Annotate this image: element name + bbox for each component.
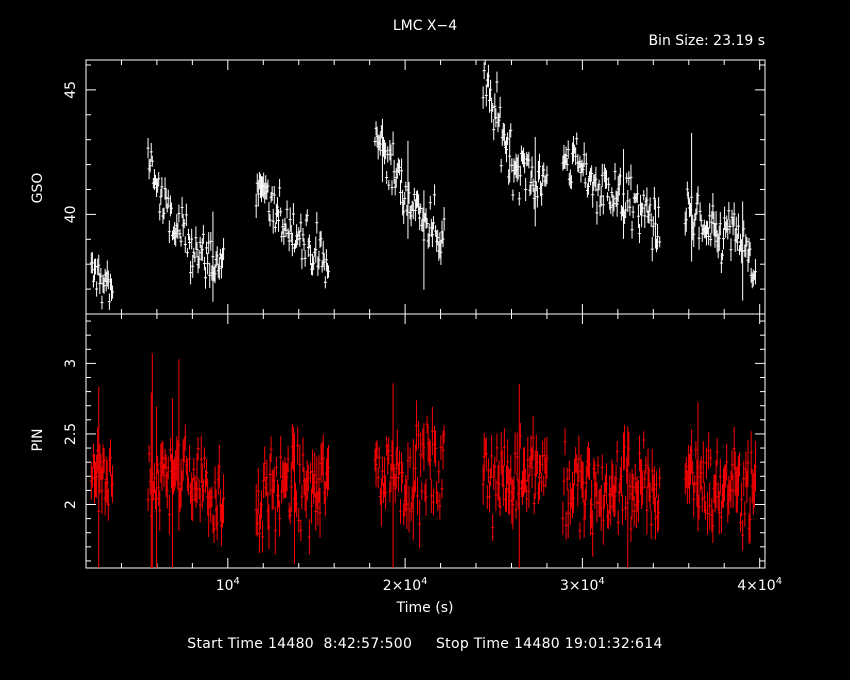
pin-y-tick-label: 3 bbox=[63, 359, 79, 368]
time-range-footer: Start Time 14480 8:42:57:500 Stop Time 1… bbox=[0, 636, 850, 652]
x-tick-label: 3×104 bbox=[560, 576, 605, 594]
x-tick-label: 4×104 bbox=[737, 576, 782, 594]
x-axis-label: Time (s) bbox=[396, 600, 454, 616]
x-tick-label: 2×104 bbox=[383, 576, 428, 594]
pin-axis-label: PIN bbox=[30, 428, 46, 451]
pin-series bbox=[89, 353, 757, 568]
bin-size-label: Bin Size: 23.19 s bbox=[648, 33, 765, 49]
pin-y-tick-label: 2.5 bbox=[63, 423, 79, 445]
panel-gso: 40 45 bbox=[63, 59, 766, 315]
panel-pin: 22.53 bbox=[63, 313, 766, 569]
stop-time-label: Stop Time 14480 19:01:32:614 bbox=[435, 636, 663, 652]
x-tick-label: 104 bbox=[216, 576, 240, 594]
gso-frame bbox=[85, 59, 766, 315]
gso-y-tick-label: 45 bbox=[63, 81, 79, 99]
chart-title: LMC X−4 bbox=[393, 18, 457, 34]
pin-frame bbox=[85, 313, 766, 569]
gso-series bbox=[89, 60, 757, 311]
gso-axis-label: GSO bbox=[30, 173, 46, 204]
start-time-label: Start Time 14480 8:42:57:500 bbox=[187, 636, 413, 652]
pin-y-tick-label: 2 bbox=[63, 500, 79, 509]
gso-y-tick-label: 40 bbox=[63, 205, 79, 223]
